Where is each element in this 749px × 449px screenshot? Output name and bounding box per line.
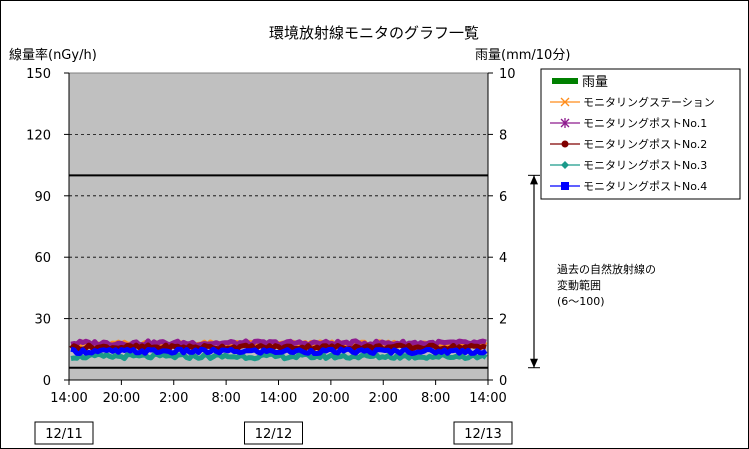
x-tick-label: 8:00 (421, 391, 450, 406)
annotation-arrowhead-bottom (530, 358, 538, 368)
annotation-text: 変動範囲 (557, 278, 601, 292)
legend-marker (561, 161, 569, 169)
legend-label: モニタリングポストNo.3 (583, 158, 707, 172)
gridlines (69, 133, 488, 320)
right-axis-label: 雨量(mm/10分) (475, 48, 570, 63)
y-left-tick-label: 30 (34, 313, 51, 328)
plot-area (68, 72, 489, 381)
date-label-text: 12/13 (464, 427, 501, 442)
annotation-text: (6～100) (557, 295, 605, 308)
x-tick-label: 8:00 (212, 391, 241, 406)
date-label: 12/13 (453, 421, 513, 445)
series-group (69, 338, 488, 362)
legend-box (540, 68, 741, 200)
left-axis-label: 線量率(nGy/h) (9, 47, 97, 63)
x-tick-label: 2:00 (159, 391, 188, 406)
legend-label: 雨量 (582, 75, 608, 90)
date-label: 12/12 (244, 421, 303, 445)
date-label-text: 12/11 (45, 427, 82, 442)
legend-marker (561, 140, 569, 148)
x-tick-label: 14:00 (260, 391, 297, 406)
legend-marker (561, 182, 569, 190)
right-axis-ticks: 0 2 4 6 8 10 (488, 67, 516, 389)
y-right-tick-label: 6 (499, 190, 507, 205)
legend-label: モニタリングポストNo.1 (583, 116, 707, 130)
legend-swatch (552, 78, 578, 84)
y-right-tick-label: 2 (499, 313, 507, 328)
x-tick-label: 14:00 (50, 391, 87, 406)
legend-label: モニタリングポストNo.4 (583, 179, 707, 193)
date-label-box (453, 421, 513, 445)
date-label-box (34, 421, 94, 445)
y-right-tick-label: 8 (499, 128, 507, 143)
chart-title: 環境放射線モニタのグラフ一覧 (269, 24, 479, 42)
y-left-tick-label: 60 (34, 251, 51, 266)
legend-item: モニタリングステーション (550, 95, 715, 109)
legend-item: モニタリングポストNo.1 (550, 116, 707, 130)
legend-item: モニタリングポストNo.4 (550, 179, 707, 193)
legend-item: モニタリングポストNo.2 (550, 137, 707, 151)
x-axis-ticks: 14:00 20:00 2:00 8:00 14:00 20:00 2:00 8:00 14:0… (50, 380, 507, 406)
reference-lines (69, 174, 488, 369)
series-line (70, 346, 488, 357)
series-line (69, 342, 487, 352)
legend-item: 雨量 (552, 75, 608, 90)
x-tick-label: 20:00 (312, 391, 349, 406)
y-left-tick-label: 0 (43, 374, 51, 389)
y-left-tick-label: 90 (34, 190, 51, 205)
y-left-tick-label: 120 (26, 128, 51, 143)
annotation-arrowhead-top (530, 175, 538, 185)
legend-marker (560, 97, 570, 107)
y-right-tick-label: 10 (499, 67, 516, 82)
series-line (70, 351, 488, 362)
date-label-box (244, 421, 303, 445)
date-label: 12/11 (34, 421, 94, 445)
annotation-text: 過去の自然放射線の (557, 262, 656, 276)
legend-label: モニタリングポストNo.2 (583, 137, 707, 151)
x-tick-label: 14:00 (469, 391, 506, 406)
legend-label: モニタリングステーション (583, 95, 715, 109)
legend-item: モニタリングポストNo.3 (550, 158, 707, 172)
y-left-tick-label: 150 (26, 67, 51, 82)
x-tick-label: 2:00 (369, 391, 398, 406)
date-label-text: 12/12 (255, 427, 292, 442)
y-right-tick-label: 0 (499, 374, 507, 389)
date-labels: 12/11 12/12 12/13 (34, 421, 513, 445)
left-axis-ticks: 0 30 60 90 120 150 (26, 67, 69, 389)
x-tick-label: 20:00 (103, 391, 140, 406)
y-right-tick-label: 4 (499, 251, 507, 266)
